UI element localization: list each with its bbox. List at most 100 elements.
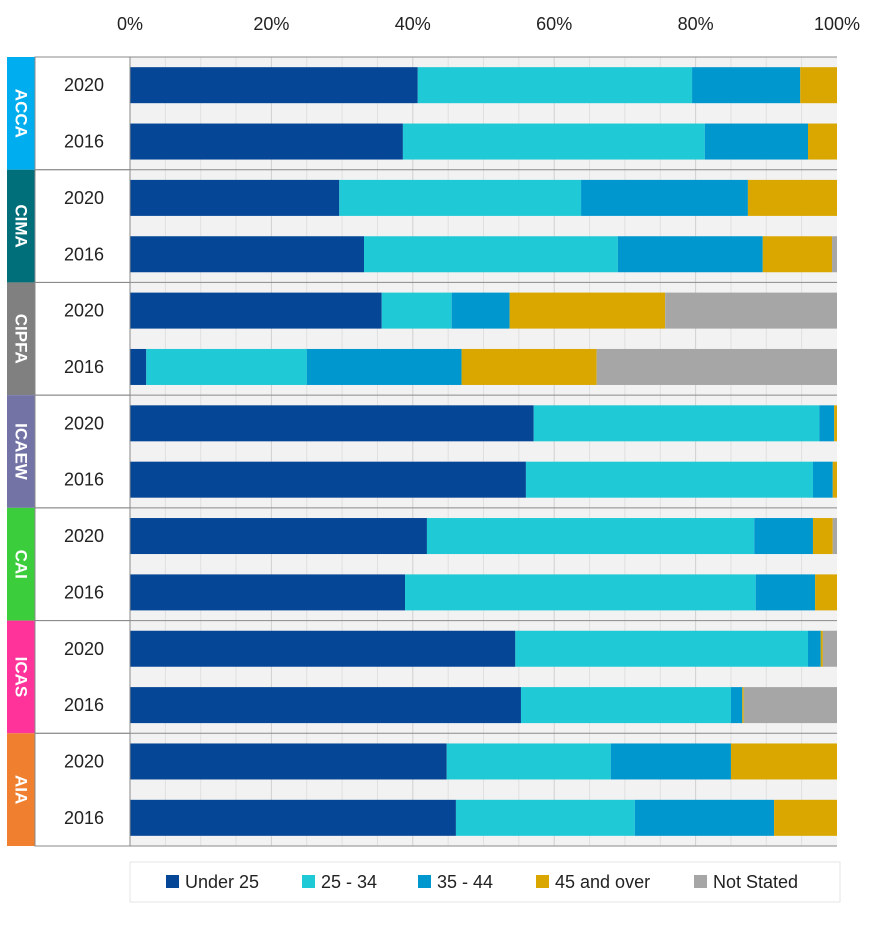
x-tick-label: 40%	[395, 14, 431, 34]
group-label-strip	[7, 57, 35, 170]
bar-segment-under-25	[130, 179, 340, 216]
bar-segment-35-44	[581, 179, 748, 216]
bar-segment-45-and-over	[461, 348, 597, 385]
bar-segment-under-25	[130, 743, 447, 780]
legend-swatch	[418, 875, 431, 888]
bar-segment-under-25	[130, 518, 427, 555]
legend-swatch	[302, 875, 315, 888]
group-year-box	[34, 507, 131, 622]
x-tick-label: 0%	[117, 14, 143, 34]
group-year-box	[34, 56, 131, 171]
group-label-strip	[7, 282, 35, 396]
year-label: 2016	[64, 357, 104, 377]
year-label: 2016	[64, 808, 104, 828]
bar-segment-25-34	[426, 518, 755, 555]
group-label-strip	[7, 620, 35, 734]
group-label: ACCA	[12, 89, 31, 138]
legend-label: 45 and over	[555, 872, 650, 892]
x-tick-label: 80%	[678, 14, 714, 34]
x-tick-label: 20%	[253, 14, 289, 34]
group-label: CIPFA	[12, 314, 31, 364]
year-label: 2020	[64, 188, 104, 208]
bar-segment-45-and-over	[808, 123, 837, 160]
bar-segment-under-25	[130, 461, 526, 498]
bar-segment-45-and-over	[832, 461, 837, 498]
bar-segment-25-34	[525, 461, 813, 498]
bar-segment-45-and-over	[747, 179, 837, 216]
bar-segment-25-34	[339, 179, 582, 216]
bar-segment-35-44	[306, 348, 462, 385]
bar-segment-under-25	[130, 574, 406, 611]
year-label: 2016	[64, 470, 104, 490]
bar-segment-25-34	[515, 630, 809, 667]
legend-label: Under 25	[185, 872, 259, 892]
group-year-box	[34, 732, 131, 847]
legend-swatch	[694, 875, 707, 888]
year-label: 2016	[64, 695, 104, 715]
legend-label: Not Stated	[713, 872, 798, 892]
bar-segment-under-25	[130, 67, 418, 104]
bar-segment-under-25	[130, 799, 456, 836]
bar-segment-not-stated	[596, 348, 837, 385]
bar-segment-45-and-over	[820, 630, 823, 667]
x-tick-label: 60%	[536, 14, 572, 34]
group-year-box	[34, 281, 131, 396]
bar-segment-25-34	[417, 67, 693, 104]
bar-segment-not-stated	[832, 236, 837, 273]
bar-segment-under-25	[130, 123, 403, 160]
bar-segment-not-stated	[665, 292, 837, 329]
bar-segment-45-and-over	[774, 799, 837, 836]
legend-swatch	[166, 875, 179, 888]
group-label-strip	[7, 395, 35, 508]
group-label-strip	[7, 733, 35, 846]
year-label: 2020	[64, 526, 104, 546]
bar-segment-45-and-over	[812, 518, 833, 555]
bar-segment-35-44	[819, 405, 835, 442]
bar-segment-25-34	[146, 348, 307, 385]
bar-segment-35-44	[451, 292, 510, 329]
bar-segment-not-stated	[822, 630, 837, 667]
group-label-strip	[7, 507, 35, 621]
bar-segment-under-25	[130, 405, 534, 442]
bar-segment-35-44	[730, 687, 743, 724]
year-label: 2016	[64, 244, 104, 264]
bar-segment-25-34	[455, 799, 635, 836]
bar-segment-not-stated	[832, 518, 837, 555]
bar-segment-25-34	[405, 574, 756, 611]
bar-segment-not-stated	[743, 687, 837, 724]
bar-segment-25-34	[533, 405, 820, 442]
legend-box	[129, 861, 841, 903]
bar-segment-35-44	[617, 236, 763, 273]
bar-segment-45-and-over	[509, 292, 666, 329]
group-label: AIA	[12, 775, 31, 804]
bar-segment-35-44	[704, 123, 809, 160]
bar-segment-under-25	[130, 292, 382, 329]
legend-label: 35 - 44	[437, 872, 493, 892]
bar-segment-25-34	[520, 687, 731, 724]
group-label-strip	[7, 169, 35, 283]
x-tick-label: 100%	[814, 14, 860, 34]
bar-segment-under-25	[130, 687, 521, 724]
year-label: 2020	[64, 751, 104, 771]
group-year-box	[34, 620, 131, 734]
bar-segment-under-25	[130, 348, 147, 385]
year-label: 2016	[64, 582, 104, 602]
group-year-box	[34, 169, 131, 283]
legend-swatch	[536, 875, 549, 888]
group-year-box	[34, 394, 131, 509]
group-label: ICAEW	[12, 423, 31, 481]
bar-segment-25-34	[364, 236, 618, 273]
bar-segment-25-34	[402, 123, 705, 160]
bar-segment-35-44	[808, 630, 821, 667]
group-label: CAI	[12, 550, 31, 579]
year-label: 2020	[64, 413, 104, 433]
bar-segment-35-44	[634, 799, 775, 836]
bar-segment-35-44	[610, 743, 731, 780]
bar-segment-45-and-over	[742, 687, 744, 724]
legend-label: 25 - 34	[321, 872, 377, 892]
bar-segment-45-and-over	[815, 574, 837, 611]
bar-segment-under-25	[130, 236, 365, 273]
bar-segment-35-44	[812, 461, 833, 498]
